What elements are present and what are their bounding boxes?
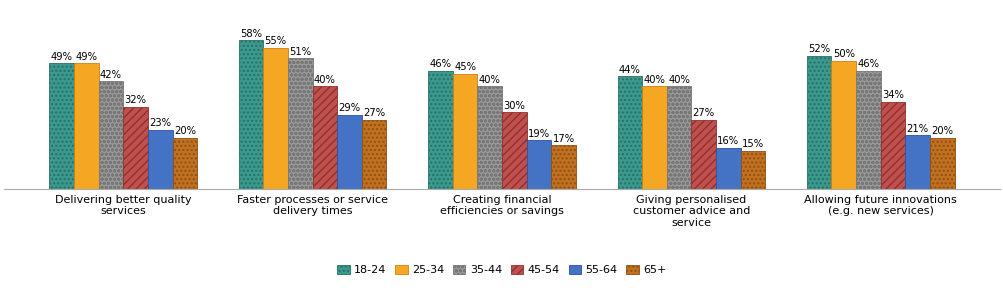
Bar [312, 86, 337, 189]
Text: 20%: 20% [174, 126, 196, 136]
Bar [239, 40, 263, 189]
Bar [806, 56, 830, 189]
Text: 34%: 34% [882, 90, 903, 100]
Text: 42%: 42% [100, 70, 121, 80]
Bar [551, 145, 576, 189]
Text: 40%: 40% [667, 75, 689, 85]
Text: 49%: 49% [75, 52, 97, 62]
Bar [715, 148, 740, 189]
Bar [361, 120, 386, 189]
Bar [123, 107, 147, 189]
Text: 30%: 30% [503, 101, 525, 110]
Bar [98, 81, 123, 189]
Text: 50%: 50% [831, 49, 854, 59]
Text: 17%: 17% [552, 134, 574, 144]
Bar [502, 112, 527, 189]
Bar [880, 102, 905, 189]
Bar [666, 86, 691, 189]
Text: 40%: 40% [643, 75, 665, 85]
Bar [173, 138, 197, 189]
Text: 51%: 51% [289, 47, 311, 56]
Text: 19%: 19% [528, 129, 550, 139]
Text: 55%: 55% [265, 36, 287, 46]
Bar [427, 71, 452, 189]
Bar [263, 48, 288, 189]
Bar [691, 120, 715, 189]
Text: 49%: 49% [51, 52, 72, 62]
Text: 52%: 52% [807, 44, 829, 54]
Text: 29%: 29% [338, 103, 360, 113]
Bar [905, 135, 929, 189]
Bar [337, 115, 361, 189]
Text: 46%: 46% [429, 59, 451, 70]
Text: 21%: 21% [906, 124, 928, 134]
Text: 46%: 46% [857, 59, 879, 70]
Bar [856, 71, 880, 189]
Bar [830, 61, 856, 189]
Bar [740, 151, 764, 189]
Text: 44%: 44% [618, 65, 640, 74]
Bar [527, 140, 551, 189]
Bar [476, 86, 502, 189]
Bar [49, 63, 74, 189]
Bar [452, 74, 476, 189]
Bar [74, 63, 98, 189]
Text: 40%: 40% [478, 75, 500, 85]
Text: 58%: 58% [240, 29, 262, 39]
Bar [288, 58, 312, 189]
Bar [642, 86, 666, 189]
Text: 20%: 20% [931, 126, 952, 136]
Bar [617, 76, 642, 189]
Text: 40%: 40% [314, 75, 336, 85]
Text: 15%: 15% [741, 139, 763, 149]
Legend: 18-24, 25-34, 35-44, 45-54, 55-64, 65+: 18-24, 25-34, 35-44, 45-54, 55-64, 65+ [333, 260, 670, 280]
Text: 23%: 23% [149, 118, 172, 128]
Text: 32%: 32% [124, 95, 146, 105]
Text: 45%: 45% [453, 62, 475, 72]
Bar [147, 130, 173, 189]
Text: 27%: 27% [363, 108, 385, 118]
Text: 27%: 27% [692, 108, 714, 118]
Bar [929, 138, 954, 189]
Text: 16%: 16% [716, 136, 738, 146]
